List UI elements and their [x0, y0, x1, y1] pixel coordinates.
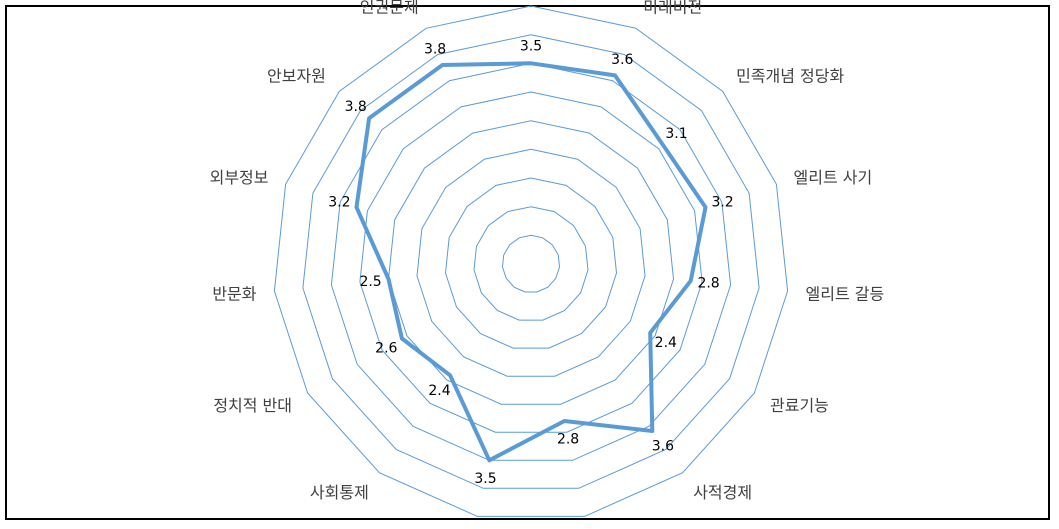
value-label: 2.4: [655, 335, 677, 351]
value-label: 3.8: [345, 99, 367, 115]
value-label: 3.2: [711, 195, 733, 211]
category-label: 반문화: [212, 285, 256, 304]
grid-ring: [302, 34, 760, 489]
category-label: 외부정보: [210, 168, 269, 187]
grid-ring: [473, 206, 589, 321]
value-label: 2.8: [557, 432, 579, 448]
value-label: 2.5: [359, 274, 381, 290]
category-label: 정치적 반대: [213, 396, 292, 415]
category-label: 사회통제: [310, 483, 369, 502]
grid-ring: [359, 91, 703, 433]
grid-ring: [501, 234, 561, 293]
grid-ring: [330, 62, 732, 461]
value-label: 3.1: [665, 126, 687, 142]
category-label: 인권문제: [360, 0, 419, 16]
value-label: 3.6: [611, 52, 633, 68]
value-label: 3.6: [652, 439, 674, 455]
category-label: 엘리트 갈등: [806, 285, 885, 304]
value-label: 3.8: [424, 42, 446, 58]
value-label: 3.5: [520, 38, 542, 54]
grid-ring: [444, 177, 618, 349]
category-label: 엘리트 사기: [794, 168, 873, 187]
value-label: 3.2: [328, 195, 350, 211]
category-label: 사적경제: [693, 483, 752, 502]
category-label: 관료기능: [770, 396, 829, 415]
grid-ring: [387, 120, 675, 405]
category-label: 안보자원: [267, 66, 326, 85]
value-label: 3.5: [474, 471, 496, 487]
category-label: 민족개념 정당화: [736, 66, 844, 85]
grid-ring: [416, 148, 646, 377]
series-line: [354, 61, 708, 463]
value-label: 2.6: [375, 341, 397, 357]
grid-ring: [273, 5, 789, 517]
chart-frame: [5, 5, 1050, 520]
value-label: 2.8: [697, 276, 719, 292]
value-label: 2.4: [428, 383, 450, 399]
category-label: 미래비전: [643, 0, 702, 16]
